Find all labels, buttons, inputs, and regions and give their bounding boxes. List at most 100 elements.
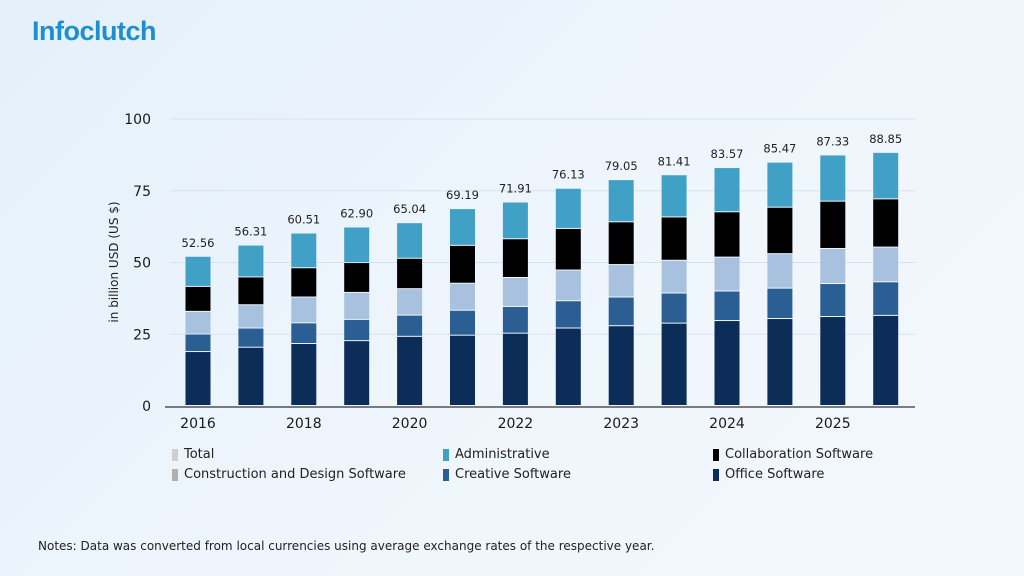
bar-segment-collaboration-software bbox=[820, 201, 846, 249]
legend-swatch bbox=[713, 448, 719, 461]
bar-segment-office-software bbox=[714, 321, 740, 405]
bar-segment-creative-software bbox=[555, 301, 581, 328]
bar-segment-collaboration-software bbox=[661, 217, 687, 260]
bar-segment-collaboration-software bbox=[608, 222, 634, 265]
bar-segment-administrative bbox=[450, 209, 475, 245]
total-label: 69.19 bbox=[446, 188, 479, 202]
bar-segment-construction-and-design-software bbox=[873, 247, 899, 282]
legend-label: Total bbox=[184, 447, 215, 462]
total-label: 56.31 bbox=[234, 225, 267, 239]
bar-segment-administrative bbox=[873, 152, 899, 199]
legend-label: Collaboration Software bbox=[725, 447, 874, 462]
bar-segment-creative-software bbox=[291, 323, 317, 344]
total-label: 79.05 bbox=[605, 159, 638, 173]
total-label: 65.04 bbox=[393, 202, 426, 216]
total-label: 60.51 bbox=[287, 213, 320, 227]
y-tick-label: 75 bbox=[133, 184, 151, 200]
bar-segment-construction-and-design-software bbox=[714, 257, 740, 291]
bar-segment-administrative bbox=[502, 202, 528, 239]
legend-item: Administrative bbox=[443, 447, 550, 462]
bar-segment-office-software bbox=[767, 319, 793, 405]
legend-swatch bbox=[172, 448, 178, 461]
total-label: 71.91 bbox=[499, 182, 532, 196]
total-label: 76.13 bbox=[552, 168, 585, 182]
bar-segment-administrative bbox=[661, 175, 687, 217]
bar-segment-construction-and-design-software bbox=[555, 270, 581, 301]
bar-segment-creative-software bbox=[608, 297, 634, 326]
bar-segment-office-software bbox=[185, 352, 211, 405]
x-tick-label: 2016 bbox=[180, 416, 216, 432]
bar-segment-office-software bbox=[450, 335, 475, 405]
y-axis-label: in billion USD (US $) bbox=[107, 201, 121, 322]
bar-segment-office-software bbox=[555, 328, 581, 405]
bar-segment-collaboration-software bbox=[291, 268, 317, 297]
stacked-bar-chart: 0 25 50 75 100 in billion USD (US $) 52.56 2016… bbox=[107, 112, 915, 432]
total-label: 81.41 bbox=[658, 154, 691, 168]
legend-swatch bbox=[172, 468, 178, 481]
x-tick-label: 2022 bbox=[498, 416, 534, 432]
total-label: 52.56 bbox=[182, 236, 215, 250]
bar-segment-collaboration-software bbox=[344, 263, 370, 292]
bar-segment-administrative bbox=[714, 168, 740, 212]
legend-item: Total bbox=[172, 447, 214, 462]
bar-segment-construction-and-design-software bbox=[661, 260, 687, 293]
total-label: 88.85 bbox=[869, 132, 902, 146]
bar-segment-office-software bbox=[397, 336, 423, 405]
bar-segment-creative-software bbox=[397, 315, 423, 336]
bar-segment-construction-and-design-software bbox=[450, 283, 475, 310]
bar-segment-construction-and-design-software bbox=[291, 297, 317, 323]
x-tick-label: 2020 bbox=[392, 416, 428, 432]
bar-segment-office-software bbox=[820, 317, 846, 405]
legend-swatch bbox=[443, 448, 449, 461]
bar-segment-creative-software bbox=[820, 284, 846, 317]
total-label: 85.47 bbox=[763, 142, 796, 156]
bar-segment-construction-and-design-software bbox=[238, 305, 264, 328]
bar-segment-collaboration-software bbox=[502, 239, 528, 277]
legend-label: Office Software bbox=[725, 467, 825, 482]
bar-segment-creative-software bbox=[714, 291, 740, 321]
bar-segment-creative-software bbox=[238, 328, 264, 347]
x-tick-label: 2024 bbox=[709, 416, 745, 432]
bar-segment-administrative bbox=[291, 233, 317, 268]
bar-segment-creative-software bbox=[344, 319, 370, 341]
bar-segment-construction-and-design-software bbox=[608, 265, 634, 297]
bar-segment-collaboration-software bbox=[450, 245, 475, 283]
x-tick-label: 2025 bbox=[815, 416, 851, 432]
bar-segment-administrative bbox=[397, 223, 423, 258]
bar-segment-office-software bbox=[661, 323, 687, 405]
legend-label: Administrative bbox=[455, 447, 550, 462]
bar-segment-construction-and-design-software bbox=[397, 289, 423, 315]
bar-segment-collaboration-software bbox=[555, 228, 581, 270]
legend-label: Creative Software bbox=[455, 467, 571, 482]
bar-segment-administrative bbox=[767, 162, 793, 207]
bar-segment-collaboration-software bbox=[767, 207, 793, 254]
bar-segment-creative-software bbox=[185, 334, 211, 352]
infoclutch-logo: Infoclutch bbox=[32, 16, 157, 46]
bar-segment-administrative bbox=[185, 256, 211, 286]
bar-segment-creative-software bbox=[873, 282, 899, 315]
legend-item: Office Software bbox=[713, 467, 824, 482]
bar-segment-administrative bbox=[820, 155, 846, 201]
bar-segment-construction-and-design-software bbox=[767, 254, 793, 288]
legend-swatch bbox=[713, 468, 719, 481]
bar-segment-creative-software bbox=[502, 306, 528, 333]
bar-segment-construction-and-design-software bbox=[502, 277, 528, 306]
legend-item: Creative Software bbox=[443, 467, 571, 482]
y-tick-label: 50 bbox=[133, 256, 151, 272]
bar-segment-creative-software bbox=[661, 293, 687, 323]
x-tick-label: 2018 bbox=[286, 416, 322, 432]
legend-item: Collaboration Software bbox=[713, 447, 873, 462]
bar-segment-office-software bbox=[502, 333, 528, 405]
bar-segment-collaboration-software bbox=[238, 277, 264, 305]
bar-segment-collaboration-software bbox=[714, 212, 740, 257]
bar-segment-office-software bbox=[238, 347, 264, 405]
x-tick-label: 2023 bbox=[603, 416, 639, 432]
bar-segment-construction-and-design-software bbox=[820, 249, 846, 284]
legend-item: Construction and Design Software bbox=[172, 467, 406, 482]
bar-segment-administrative bbox=[238, 245, 264, 277]
bar-segment-collaboration-software bbox=[873, 199, 899, 247]
bar-segment-creative-software bbox=[450, 310, 475, 335]
legend-swatch bbox=[443, 468, 449, 481]
bar-segment-administrative bbox=[344, 227, 370, 263]
bar-segment-office-software bbox=[608, 326, 634, 405]
